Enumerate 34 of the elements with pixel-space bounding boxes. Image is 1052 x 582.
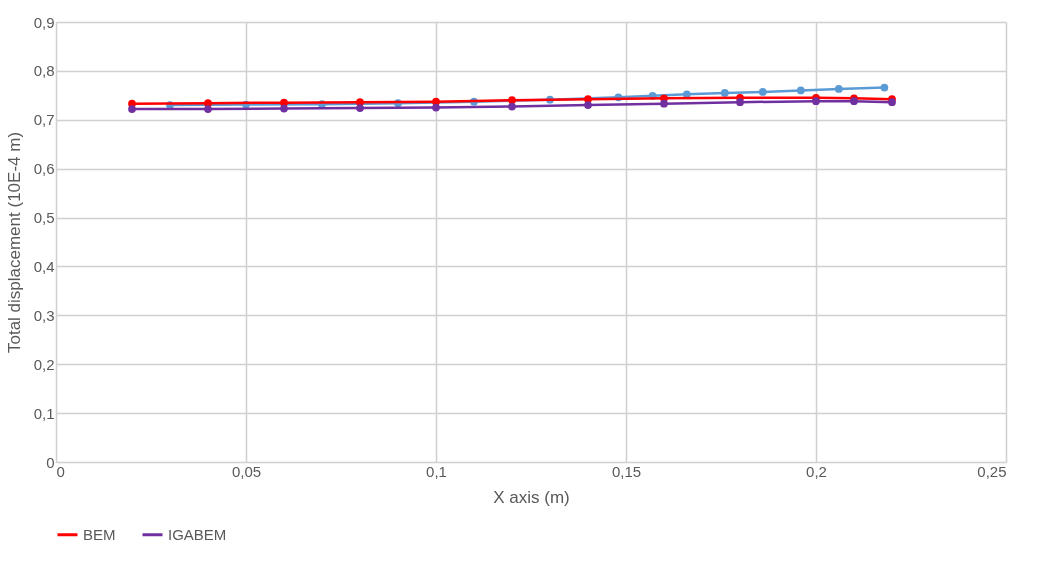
point: [834, 85, 843, 93]
x-tick-label: 0,1: [426, 462, 447, 480]
point: [508, 102, 516, 111]
y-tick-label: 0,6: [33, 160, 55, 178]
point: [736, 98, 744, 107]
point: [880, 83, 889, 92]
y-tick-label: 0,1: [33, 404, 55, 422]
legend-label: BEM: [83, 525, 116, 543]
x-tick-label: 0,05: [231, 462, 262, 480]
point: [280, 104, 288, 113]
point: [204, 105, 212, 113]
y-tick-label: 0,4: [33, 257, 55, 275]
y-tick-label: 0,2: [33, 355, 55, 373]
point: [758, 88, 767, 96]
point: [584, 101, 592, 109]
legend-label: IGABEM: [168, 525, 227, 543]
point: [660, 99, 668, 108]
x-tick-label: 0,25: [977, 462, 1007, 480]
y-tick-label: 0,9: [33, 13, 55, 31]
point: [812, 97, 820, 106]
point: [432, 103, 440, 112]
y-tick-label: 0,8: [33, 62, 55, 80]
x-tick-label: 0,15: [611, 462, 642, 480]
point: [796, 86, 805, 95]
y-tick-label: 0,5: [33, 209, 55, 227]
x-tick-label: 0,2: [806, 462, 827, 480]
point: [508, 96, 516, 105]
y-tick-label: 0,3: [33, 306, 55, 324]
x-axis-title: X axis (m): [493, 487, 570, 507]
point: [720, 89, 729, 97]
y-tick-label: 0,7: [33, 111, 55, 129]
point: [356, 104, 364, 112]
point: [128, 105, 136, 113]
y-axis-title: Total displacement (10E-4 m): [4, 131, 24, 354]
